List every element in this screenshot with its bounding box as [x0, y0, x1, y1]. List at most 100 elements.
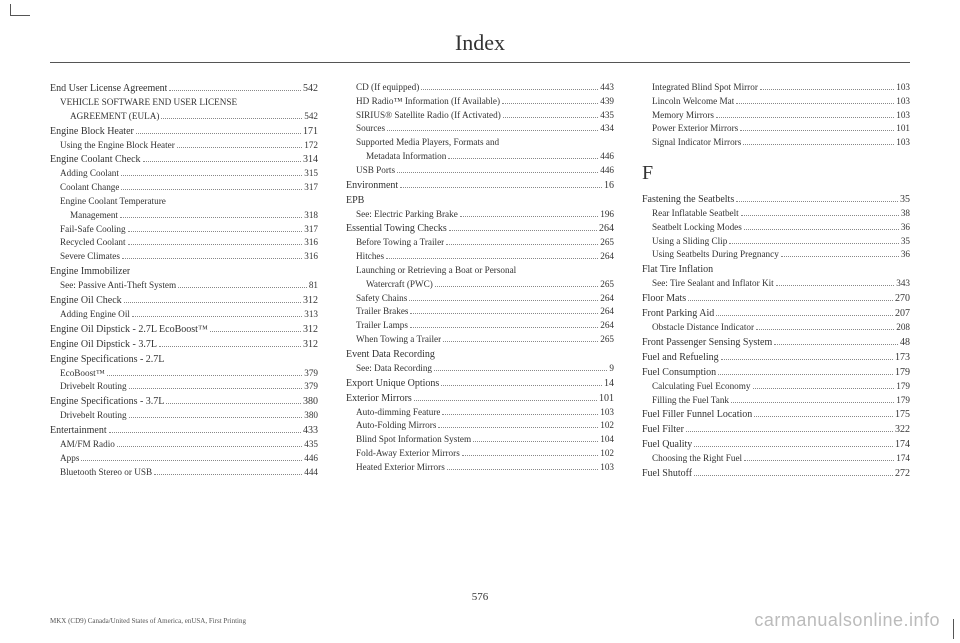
- index-column: End User License Agreement542VEHICLE SOF…: [50, 81, 318, 481]
- entry-page: 172: [304, 139, 318, 153]
- dot-leader: [386, 252, 598, 259]
- dot-leader: [128, 238, 303, 245]
- entry-label: Coolant Change: [60, 181, 119, 195]
- entry-page: 208: [896, 321, 910, 335]
- entry-label: Safety Chains: [356, 292, 407, 306]
- dot-leader: [154, 467, 302, 474]
- dot-leader: [781, 250, 899, 257]
- dot-leader: [449, 223, 597, 231]
- dot-leader: [460, 209, 598, 216]
- entry-page: 312: [303, 322, 318, 337]
- index-entry: Engine Oil Check312: [50, 293, 318, 308]
- dot-leader: [109, 425, 301, 433]
- entry-label: Engine Oil Dipstick - 3.7L: [50, 337, 157, 352]
- index-column: CD (If equipped)443HD Radio™ Information…: [346, 81, 614, 481]
- entry-page: 48: [900, 335, 910, 350]
- index-entry: Hitches264: [346, 250, 614, 264]
- entry-label: Engine Specifications - 2.7L: [50, 352, 164, 367]
- dot-leader: [447, 462, 598, 469]
- dot-leader: [743, 138, 894, 145]
- entry-label: AM/FM Radio: [60, 438, 115, 452]
- index-entry: Obstacle Distance Indicator 208: [642, 321, 910, 335]
- index-entry: Exterior Mirrors101: [346, 391, 614, 406]
- entry-label: Front Parking Aid: [642, 306, 714, 321]
- entry-page: 443: [600, 81, 614, 95]
- dot-leader: [161, 111, 302, 118]
- index-entry: Drivebelt Routing380: [50, 409, 318, 423]
- dot-leader: [169, 83, 301, 91]
- entry-label: Metadata Information: [366, 150, 446, 164]
- entry-label: Essential Towing Checks: [346, 221, 447, 236]
- entry-page: 322: [895, 422, 910, 437]
- dot-leader: [688, 293, 893, 301]
- index-entry: Fuel and Refueling173: [642, 350, 910, 365]
- index-entry: Safety Chains264: [346, 292, 614, 306]
- entry-label: Obstacle Distance Indicator: [652, 321, 754, 335]
- index-entry: AGREEMENT (EULA)542: [50, 110, 318, 124]
- entry-page: 343: [896, 277, 910, 291]
- entry-page: 316: [304, 236, 318, 250]
- dot-leader: [410, 307, 598, 314]
- index-entry: Power Exterior Mirrors101: [642, 122, 910, 136]
- index-page: Index End User License Agreement542VEHIC…: [0, 0, 960, 643]
- entry-label: See: Tire Sealant and Inflator Kit: [652, 277, 774, 291]
- entry-page: 312: [303, 337, 318, 352]
- index-entry: Entertainment433: [50, 423, 318, 438]
- index-entry: Engine Coolant Check314: [50, 152, 318, 167]
- entry-label: End User License Agreement: [50, 81, 167, 96]
- index-entry: Fail-Safe Cooling317: [50, 223, 318, 237]
- entry-page: 542: [303, 81, 318, 96]
- dot-leader: [776, 279, 895, 286]
- entry-page: 36: [901, 248, 910, 262]
- index-entry: CD (If equipped)443: [346, 81, 614, 95]
- entry-page: 35: [901, 235, 910, 249]
- entry-page: 9: [609, 362, 614, 376]
- entry-page: 446: [600, 150, 614, 164]
- index-entry: Launching or Retrieving a Boat or Person…: [346, 264, 614, 278]
- dot-leader: [721, 352, 893, 360]
- entry-page: 103: [896, 81, 910, 95]
- dot-leader: [159, 339, 301, 347]
- entry-page: 196: [600, 208, 614, 222]
- dot-leader: [397, 165, 598, 172]
- dot-leader: [124, 295, 301, 303]
- dot-leader: [731, 395, 894, 402]
- entry-page: 542: [304, 110, 318, 124]
- entry-label: Drivebelt Routing: [60, 409, 127, 423]
- index-entry: Auto-dimming Feature103: [346, 406, 614, 420]
- entry-label: Recycled Coolant: [60, 236, 126, 250]
- entry-label: Choosing the Right Fuel: [652, 452, 742, 466]
- entry-label: See: Electric Parking Brake: [356, 208, 458, 222]
- index-entry: Apps446: [50, 452, 318, 466]
- entry-label: Engine Immobilizer: [50, 264, 130, 279]
- dot-leader: [756, 323, 894, 330]
- dot-leader: [122, 252, 302, 259]
- dot-leader: [178, 281, 307, 288]
- entry-page: 38: [901, 207, 910, 221]
- entry-page: 312: [303, 293, 318, 308]
- entry-page: 433: [303, 423, 318, 438]
- index-entry: HD Radio™ Information (If Available)439: [346, 95, 614, 109]
- entry-page: 102: [600, 447, 614, 461]
- entry-label: Using the Engine Block Heater: [60, 139, 175, 153]
- entry-page: 265: [600, 278, 614, 292]
- entry-label: Using Seatbelts During Pregnancy: [652, 248, 779, 262]
- index-entry: Adding Engine Oil313: [50, 308, 318, 322]
- dot-leader: [387, 124, 598, 131]
- index-entry: End User License Agreement 542: [50, 81, 318, 96]
- entry-label: Bluetooth Stereo or USB: [60, 466, 152, 480]
- index-entry: Engine Oil Dipstick - 2.7L EcoBoost™ 312: [50, 322, 318, 337]
- entry-label: EPB: [346, 193, 364, 208]
- dot-leader: [128, 224, 303, 231]
- entry-label: Engine Oil Dipstick - 2.7L EcoBoost™: [50, 322, 208, 337]
- index-entry: Environment16: [346, 178, 614, 193]
- entry-page: 315: [304, 167, 318, 181]
- index-entry: Signal Indicator Mirrors103: [642, 136, 910, 150]
- entry-label: Export Unique Options: [346, 376, 439, 391]
- dot-leader: [166, 396, 301, 404]
- dot-leader: [774, 337, 898, 345]
- dot-leader: [462, 449, 598, 456]
- dot-leader: [414, 393, 597, 401]
- index-entry: See: Passive Anti-Theft System81: [50, 279, 318, 293]
- index-entry: Fuel Shutoff272: [642, 466, 910, 481]
